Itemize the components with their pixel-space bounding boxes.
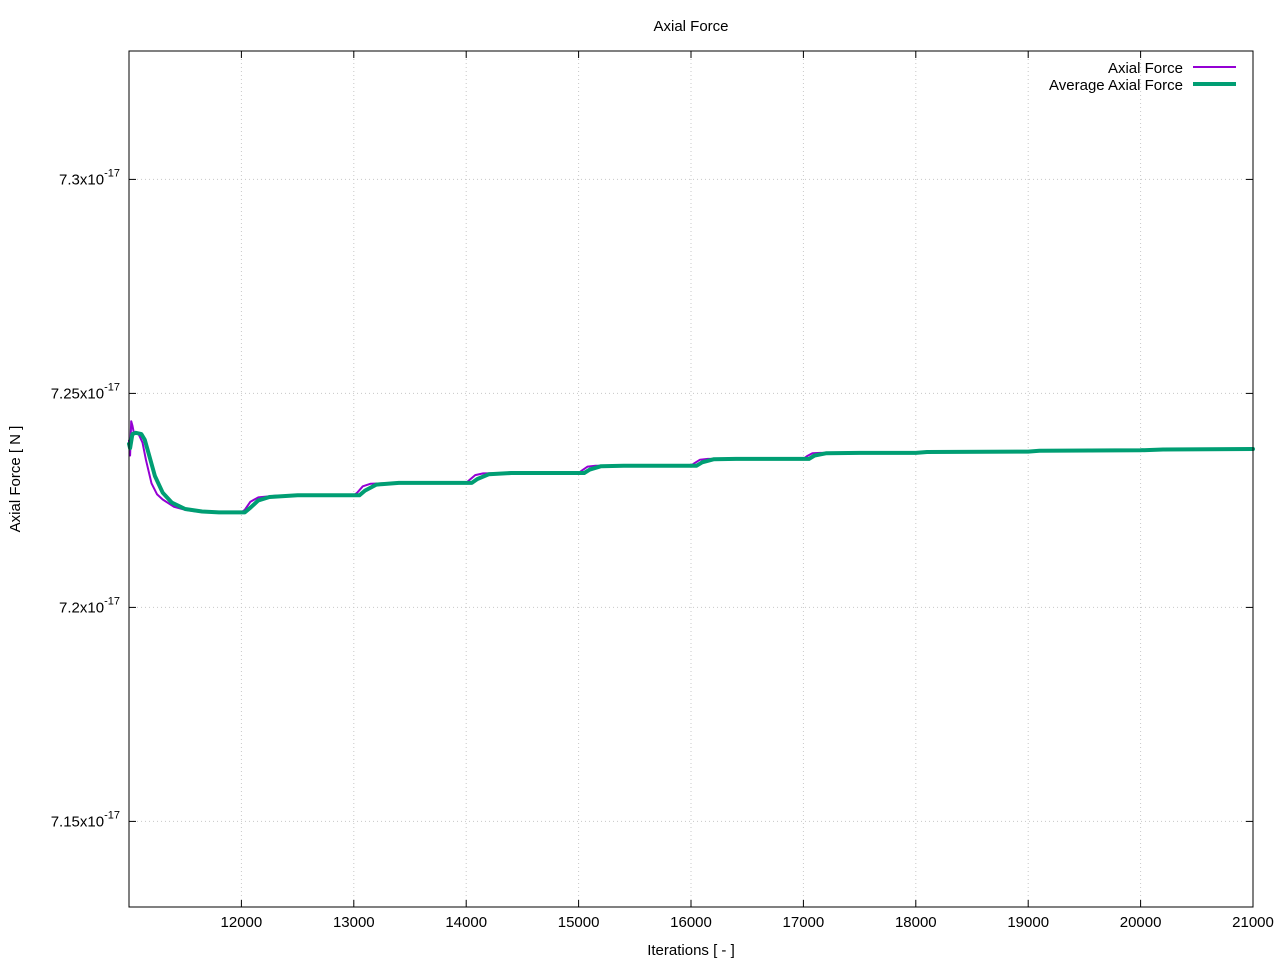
x-axis-label: Iterations [ - ]	[647, 942, 735, 959]
x-tick-label: 21000	[1232, 914, 1274, 931]
x-tick-label: 15000	[558, 914, 600, 931]
x-tick-label: 19000	[1007, 914, 1049, 931]
x-tick-label: 12000	[221, 914, 263, 931]
x-tick-label: 17000	[783, 914, 825, 931]
y-tick-label: 7.3x10-17	[59, 167, 120, 188]
grid-lines	[129, 51, 1254, 907]
y-tick-label: 7.2x10-17	[59, 595, 120, 616]
y-tick-label: 7.15x10-17	[51, 809, 120, 830]
legend: Axial Force Average Axial Force	[1049, 60, 1236, 94]
legend-label-average-axial-force: Average Axial Force	[1049, 77, 1183, 94]
y-axis-label: Axial Force [ N ]	[7, 426, 24, 533]
axis-ticks	[129, 51, 1254, 907]
chart-title: Axial Force	[653, 18, 728, 35]
x-tick-label: 20000	[1120, 914, 1162, 931]
tick-labels: 12000 13000 14000 15000 16000 17000 18000 19000…	[51, 167, 1274, 931]
series-line-average-axial-force	[127, 430, 1255, 515]
x-tick-label: 13000	[333, 914, 375, 931]
legend-label-axial-force: Axial Force	[1108, 60, 1183, 77]
x-tick-label: 14000	[445, 914, 487, 931]
x-tick-label: 16000	[670, 914, 712, 931]
y-tick-label: 7.25x10-17	[51, 381, 120, 402]
x-tick-label: 18000	[895, 914, 937, 931]
series-lines	[127, 420, 1255, 515]
